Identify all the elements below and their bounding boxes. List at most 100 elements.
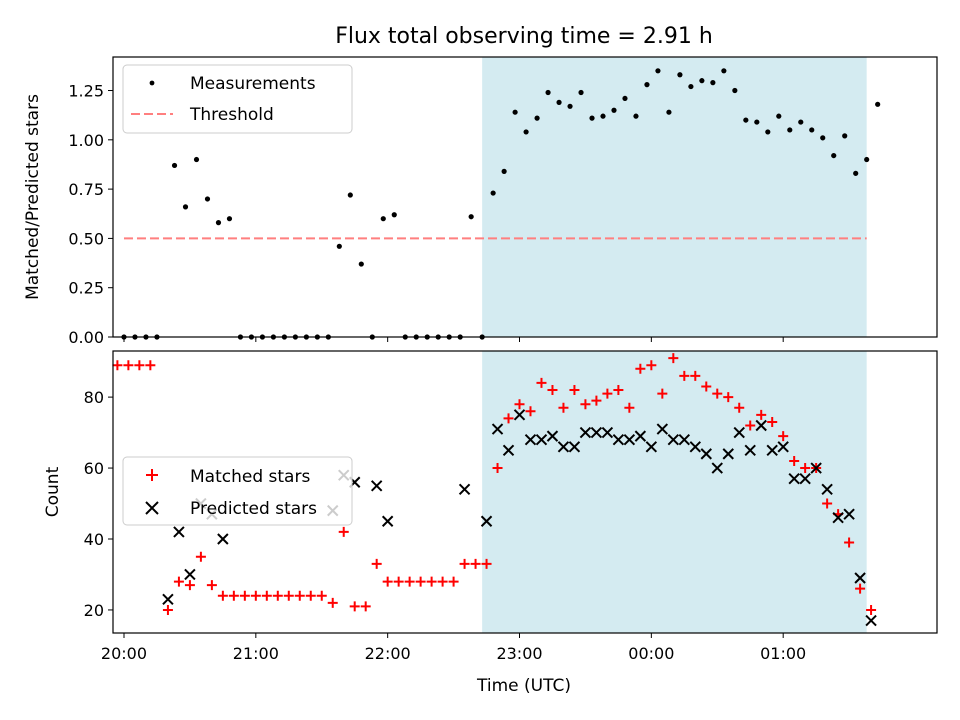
y-tick-label: 0.75 [68,180,104,199]
predicted-stars-point [491,423,504,435]
matched-stars-point [778,431,789,442]
matched-stars-point [866,604,877,615]
measurements-point [699,78,705,84]
count-panel: 20 40 60 80 20:00 21:00 22:00 23:00 00:00 01:00 C… [43,350,938,663]
matched-stars-point [844,537,855,548]
predicted-stars-point [513,409,526,421]
count-axes: 20 40 60 80 20:00 21:00 22:00 23:00 00:00 01:00 [84,388,807,663]
matched-stars-point [316,590,327,601]
measurements-point [732,87,738,94]
measurements-point [633,113,639,119]
matched-stars-point [283,590,294,601]
matched-stars-point [123,360,134,371]
measurements-point [831,152,837,159]
chart-title: Flux total observing time = 2.91 h [335,24,713,49]
y-tick-label: 1.00 [68,131,104,150]
predicted-stars-point [821,483,833,496]
count-marks [112,353,877,627]
predicted-stars-point [843,508,855,520]
matched-stars-point [679,370,690,381]
predicted-stars-point [865,614,877,627]
x-tick-label: 22:00 [365,644,411,663]
measurements-point [391,212,397,218]
matched-stars-point [206,580,217,591]
matched-stars-point [228,590,239,601]
matched-stars-point [855,583,866,594]
matched-stars-point [272,590,283,601]
measurements-point [875,101,881,107]
measurements-point [655,68,661,74]
matched-stars-point [294,590,305,601]
measurements-point [512,109,518,115]
y-tick-label: 1.25 [68,82,104,101]
predicted-stars-point [184,568,196,581]
x-axis-label: Time (UTC) [476,676,571,696]
predicted-stars-point [656,423,669,435]
measurements-point [578,89,584,96]
matched-stars-point [536,377,547,388]
y-tick-label: 40 [84,530,104,549]
plot-frame [112,350,938,634]
predicted-stars-point [832,512,844,524]
matched-stars-point [668,353,679,364]
predicted-stars-point [458,483,471,496]
matched-stars-point [327,597,338,608]
measurements-point [688,83,694,90]
matched-stars-point [734,402,745,413]
predicted-stars-point [766,444,778,457]
measurements-point [721,68,727,74]
legend-measurements-label: Measurements [190,74,316,94]
matched-stars-point [514,399,525,410]
y-tick-label: 20 [84,601,104,620]
legend-matched-marker [146,469,158,481]
measurements-point [622,95,628,102]
measurements-point [468,214,474,220]
measurements-point [380,216,386,222]
predicted-stars-point [535,433,548,446]
measurements-point [567,103,573,109]
matched-stars-point [250,590,261,601]
matched-stars-point [382,576,393,587]
legend-box [122,456,353,526]
predicted-stars-point [744,444,756,457]
x-tick-label: 23:00 [496,644,542,663]
predicted-stars-point [623,433,636,446]
matched-stars-point [195,551,206,562]
predicted-stars-point [502,444,515,457]
predicted-stars-point [678,433,691,446]
measurements-point [600,113,606,119]
matched-stars-point [789,455,800,466]
measurements-point [864,156,870,163]
matched-stars-point [481,558,492,569]
matched-stars-point [503,413,514,424]
highlight-span [482,57,867,337]
matched-stars-point [349,601,360,612]
predicted-stars-point [579,426,592,439]
ratio-panel: 0.00 0.25 0.50 0.75 1.00 1.25 Matched/Predict… [23,56,938,347]
matched-stars-point [657,388,668,399]
predicted-stars-point [667,433,680,446]
predicted-stars-point [217,533,229,545]
predicted-stars-point [381,515,394,527]
predicted-stars-point [755,419,767,432]
legend-threshold-label: Threshold [189,105,274,125]
measurements-point [226,216,233,222]
measurements-point [534,115,540,121]
matched-stars-point [393,576,404,587]
measurements-point [523,129,529,135]
predicted-stars-point [557,441,570,453]
legend-matched-label: Matched stars [190,467,310,487]
predicted-stars-point [854,572,866,584]
measurements-point [677,72,683,78]
measurements-point [347,192,353,198]
measurements-point [182,204,189,210]
x-tick-label: 00:00 [628,644,674,663]
predicted-stars-point [590,426,603,439]
matched-stars-point [448,576,459,587]
measurements-point [490,190,496,196]
matched-stars-point [767,416,778,427]
measurements-point [842,133,848,139]
matched-stars-point [635,363,646,374]
matched-stars-point [112,360,123,371]
